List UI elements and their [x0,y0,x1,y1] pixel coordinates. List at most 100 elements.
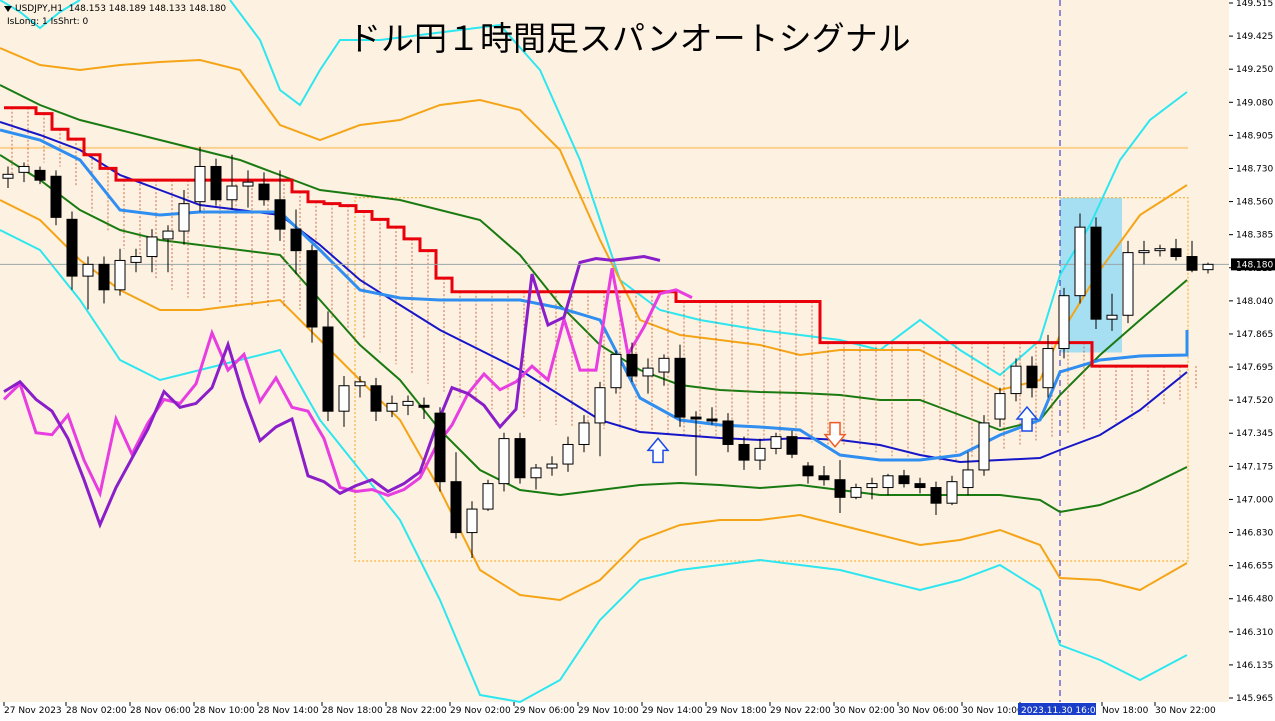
bull-candle [178,203,190,232]
bull-candle [354,381,366,387]
price-tag-label: 148.180 [1236,260,1273,270]
bull-candle [1058,295,1070,350]
bull-candle [18,165,30,173]
price-tick-label: 149.250 [1236,65,1273,75]
symbol-label: USDJPY,H1 [15,4,63,14]
bear-candle [258,183,270,201]
price-ticks: 149.515 149.425 149.250 149.080 148.905 148.7… [1229,0,1273,704]
time-tick-label: Nov 18:00 [1102,706,1149,716]
price-tick-label: 148.040 [1236,297,1273,307]
bear-candle [434,412,446,483]
bull-candle [1074,226,1086,297]
bear-candle [674,357,686,418]
bull-candle [546,463,558,469]
bull-candle [1154,248,1166,252]
bear-candle [786,436,798,455]
time-tick-label: 29 Nov 14:00 [642,706,703,716]
time-tick-label: 29 Nov 22:00 [770,706,831,716]
time-tick-label: 29 Nov 10:00 [578,706,639,716]
price-tick-label: 146.830 [1236,529,1273,539]
bull-candle [162,230,174,240]
bull-candle [562,443,574,465]
bull-candle [946,481,958,504]
sell-arrow-icon [823,421,847,448]
bull-candle [882,475,894,489]
price-tick-label: 147.520 [1236,396,1273,406]
time-tick-label: 2023.11.30 16:00 [1021,706,1102,716]
bull-candle [962,469,974,489]
bull-candle [1106,314,1118,320]
bear-candle [914,483,926,489]
bull-candle [194,165,206,203]
bull-candle [610,353,622,389]
bear-candle [66,218,78,277]
price-tick-label: 147.865 [1236,330,1273,340]
time-highlight-box [1018,703,1096,715]
bear-candle [738,443,750,461]
bear-candle [1026,365,1038,389]
time-tick-label: 29 Nov 06:00 [514,706,575,716]
price-tick-label: 147.000 [1236,495,1273,505]
bear-candle [706,418,718,422]
bear-candle [626,353,638,377]
chart-headline: ドル円１時間足スパンオートシグナル [348,19,911,58]
buy-arrow-icon [646,437,670,464]
price-tick-label: 146.310 [1236,628,1273,638]
bull-candle [82,263,94,277]
bull-candle [466,508,478,534]
bear-candle [370,385,382,412]
time-tick-label: 30 Nov 02:00 [834,706,895,716]
price-tick-label: 146.480 [1236,595,1273,605]
bull-candle [498,438,510,485]
price-tick-label: 149.425 [1236,32,1273,42]
symbol-info: USDJPY,H1 148.153 148.189 148.133 148.18… [4,4,226,14]
bull-candle [146,236,158,258]
time-tick-label: 29 Nov 18:00 [706,706,767,716]
price-tick-label: 149.080 [1236,98,1273,108]
red-span-line [4,106,1188,368]
bear-candle [98,263,110,291]
price-tick-label: 148.385 [1236,231,1273,241]
cyan-upper-band [0,0,81,30]
position-status: IsLong: 1 IsShrt: 0 [7,17,89,27]
ohlc-values: 148.153 148.189 148.133 148.180 [68,4,227,14]
bear-candle [834,479,846,498]
bear-candle [322,326,334,412]
price-tick-label: 148.730 [1236,164,1273,174]
bull-candle [770,436,782,449]
bull-candle [1010,365,1022,395]
purple-signal-line [3,254,661,529]
buy-arrow-icon [1015,405,1039,432]
bear-candle [514,438,526,479]
time-tick-label: 30 Nov 10:00 [962,706,1023,716]
bull-candle [1122,252,1134,316]
bull-candle [114,259,126,291]
bear-candle [802,465,814,477]
price-tick-label: 146.135 [1236,661,1273,671]
time-tick-label: 28 Nov 10:00 [194,706,255,716]
price-tick-label: 149.515 [1236,0,1273,9]
collapse-triangle-icon[interactable] [4,5,12,12]
bear-candle [450,481,462,534]
bull-candle [866,483,878,489]
bull-candle [1202,263,1214,271]
bull-candle [1138,250,1150,254]
time-axis [0,702,1229,721]
bear-candle [418,404,430,408]
bear-candle [1170,248,1182,258]
bear-candle [930,487,942,504]
bear-candle [274,199,286,230]
price-tick-label: 146.655 [1236,562,1273,572]
cyan-upper-band-2 [229,0,1188,377]
bull-candle [130,256,142,263]
time-tick-label: 28 Nov 18:00 [322,706,383,716]
bull-candle [386,402,398,412]
price-tick-label: 147.345 [1236,429,1273,439]
price-tick-label: 147.175 [1236,462,1273,472]
time-tick-label: 30 Nov 06:00 [898,706,959,716]
price-tick-label: 148.560 [1236,198,1273,208]
time-tick-label: 28 Nov 02:00 [66,706,127,716]
bull-candle [594,387,606,424]
